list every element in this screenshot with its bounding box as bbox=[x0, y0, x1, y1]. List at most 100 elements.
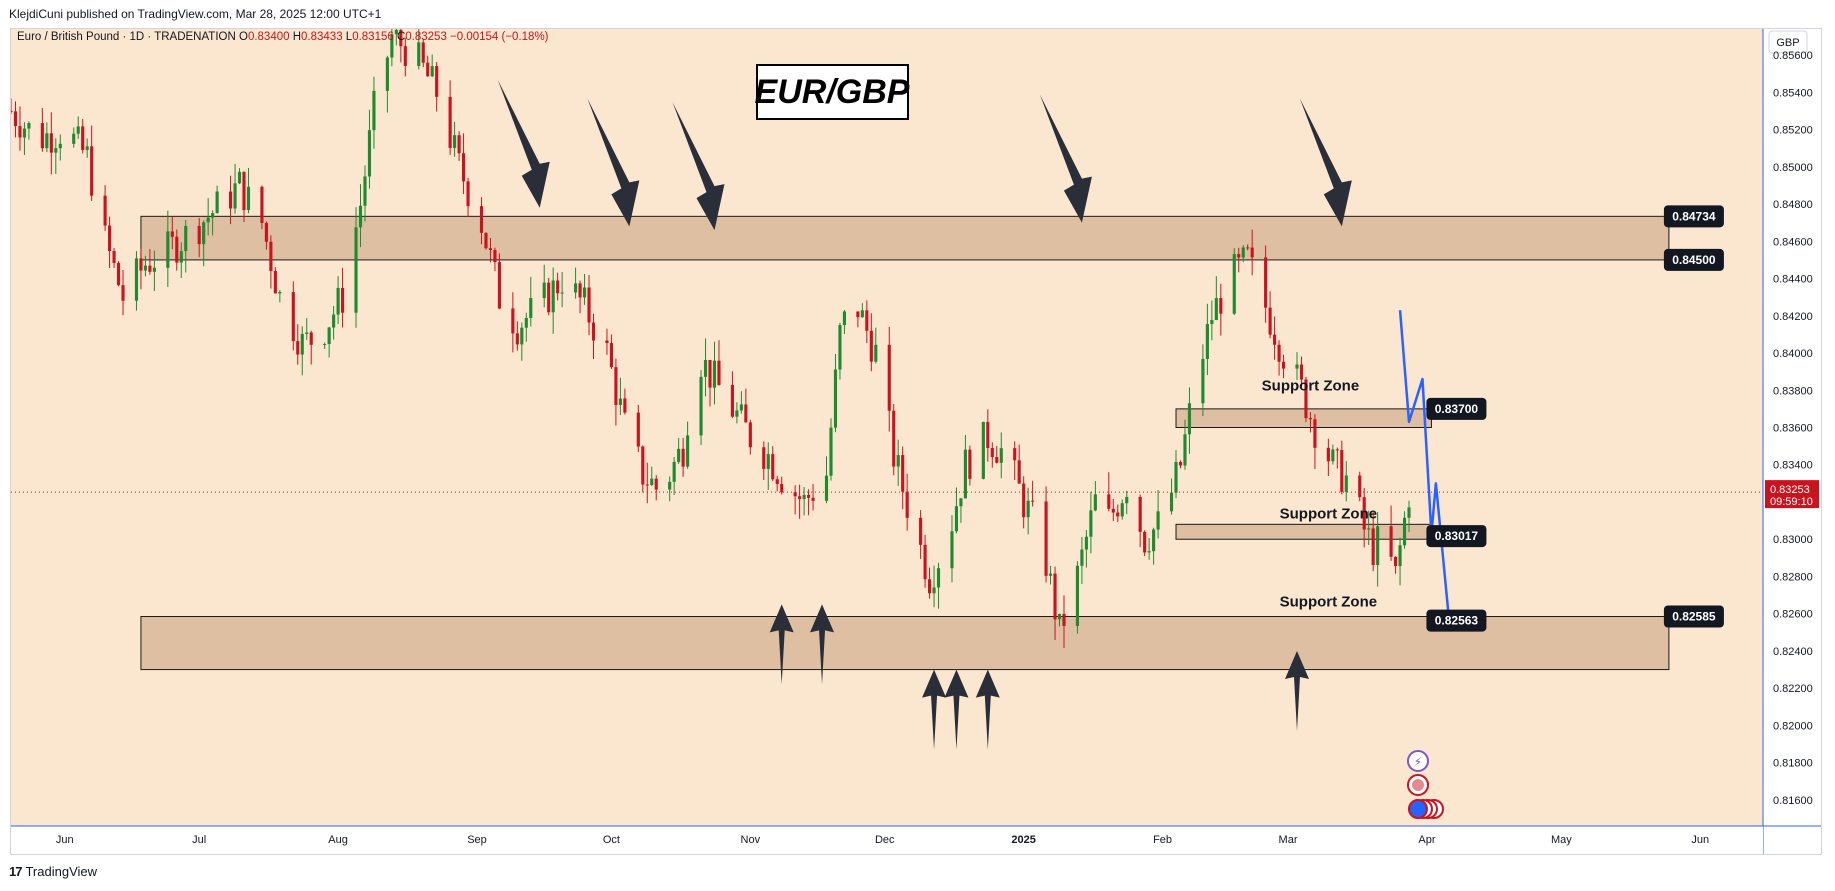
candle-body bbox=[829, 427, 833, 476]
candle-body bbox=[22, 128, 27, 138]
candle-body bbox=[484, 232, 488, 249]
price-tag-bg bbox=[1426, 397, 1487, 420]
annotation-layer: Euro / British Pound · 1D · TRADENATION … bbox=[17, 31, 1724, 632]
candle-body bbox=[856, 311, 860, 318]
candle-body bbox=[179, 251, 183, 263]
symbol-info: Euro / British Pound · 1D · TRADENATION … bbox=[17, 31, 549, 43]
candle-body bbox=[542, 282, 546, 299]
y-tick-17: 0.82200 bbox=[1773, 683, 1813, 695]
candle-body bbox=[578, 283, 582, 298]
candle-body bbox=[623, 398, 627, 413]
symbol-info-part-2: 0.83400 bbox=[248, 31, 293, 43]
candle-body bbox=[81, 126, 85, 150]
lightning-glyph: ⚡ bbox=[1414, 755, 1422, 769]
candle-body bbox=[551, 280, 555, 313]
candle-body bbox=[717, 360, 721, 386]
candle-body bbox=[152, 267, 156, 272]
candle-body bbox=[1335, 449, 1339, 451]
chart-area[interactable]: Euro / British Pound · 1D · TRADENATION … bbox=[10, 28, 1822, 855]
symbol-info-part-8: 0.83253 bbox=[405, 31, 450, 43]
candle-body bbox=[278, 292, 282, 294]
candle-body bbox=[453, 135, 457, 148]
candle-body bbox=[775, 479, 779, 484]
candle-body bbox=[1048, 573, 1053, 576]
candle-body bbox=[1138, 496, 1142, 532]
candle-body bbox=[865, 310, 869, 331]
price-tag-bg bbox=[1663, 248, 1724, 271]
y-tick-9: 0.83800 bbox=[1773, 385, 1813, 397]
candle-body bbox=[703, 359, 708, 377]
candle-body bbox=[170, 231, 174, 237]
candle-body bbox=[90, 146, 94, 196]
candle-body bbox=[981, 421, 985, 479]
down-arrow-2 bbox=[672, 102, 725, 231]
grid bbox=[11, 29, 1763, 826]
candle-body bbox=[1371, 528, 1375, 566]
x-tick-3: Sep bbox=[467, 834, 487, 846]
price-tag-1: 0.84500 bbox=[1663, 248, 1724, 271]
candle-body bbox=[1304, 379, 1308, 419]
candle-body bbox=[672, 461, 676, 482]
x-tick-9: Mar bbox=[1279, 834, 1298, 846]
candle-body bbox=[134, 258, 139, 301]
price-tag-text: 0.83017 bbox=[1435, 529, 1479, 543]
price-axis-bg bbox=[1763, 29, 1821, 854]
candle-body bbox=[461, 153, 466, 182]
candle-body bbox=[479, 206, 484, 233]
candle-body bbox=[833, 369, 838, 428]
zone-2 bbox=[1175, 408, 1432, 429]
candle-body bbox=[1331, 449, 1335, 462]
up-arrow-0 bbox=[769, 604, 794, 685]
candle-body bbox=[842, 311, 847, 326]
brand-name: TradingView bbox=[25, 864, 98, 879]
candle-body bbox=[309, 332, 313, 345]
candle-body bbox=[367, 130, 372, 177]
candle-body bbox=[892, 410, 896, 467]
candle-body bbox=[968, 449, 972, 479]
chart-title: EUR/GBP bbox=[755, 73, 910, 111]
candle-body bbox=[1367, 528, 1371, 530]
y-tick-2: 0.85200 bbox=[1773, 125, 1813, 137]
candle-body bbox=[1281, 361, 1286, 369]
candle-body bbox=[1299, 364, 1304, 380]
symbol-info-part-6: 0.83156 bbox=[352, 31, 397, 43]
candle-body bbox=[1295, 364, 1299, 369]
candle-body bbox=[1362, 497, 1366, 530]
candle-body bbox=[116, 262, 121, 286]
y-tick-0: 0.85600 bbox=[1773, 50, 1813, 62]
x-tick-12: Jun bbox=[1691, 834, 1709, 846]
price-tag-bg bbox=[1663, 205, 1724, 228]
candle-body bbox=[457, 135, 461, 154]
candle-body bbox=[202, 222, 206, 245]
candle-body bbox=[1187, 403, 1192, 435]
candle-body bbox=[354, 227, 358, 313]
candle-body bbox=[148, 265, 152, 272]
candle-body bbox=[435, 66, 439, 97]
currency-badge bbox=[1768, 30, 1808, 54]
candle-body bbox=[1308, 418, 1313, 420]
candlestick-chart[interactable]: Euro / British Pound · 1D · TRADENATION … bbox=[11, 29, 1821, 854]
price-tag-text: 0.82585 bbox=[1672, 610, 1716, 624]
y-tick-14: 0.82800 bbox=[1773, 571, 1813, 583]
price-tag-bg bbox=[1426, 525, 1487, 548]
candle-body bbox=[40, 123, 44, 149]
candle-body bbox=[403, 46, 407, 66]
candle-body bbox=[936, 568, 941, 588]
candle-body bbox=[582, 287, 587, 298]
event-icons: ⚡ bbox=[1406, 750, 1444, 819]
candle-body bbox=[874, 344, 878, 362]
x-tick-0: Jun bbox=[56, 834, 74, 846]
candle-body bbox=[1147, 551, 1151, 553]
x-tick-8: Feb bbox=[1153, 834, 1172, 846]
candle-body bbox=[529, 298, 533, 318]
candle-body bbox=[556, 280, 560, 294]
tradingview-brand[interactable]: 17 TradingView bbox=[9, 864, 97, 879]
candle-body bbox=[426, 62, 430, 77]
price-tag-bg bbox=[1663, 605, 1724, 628]
candle-body bbox=[143, 265, 147, 271]
candle-body bbox=[927, 579, 932, 594]
candle-body bbox=[269, 241, 273, 271]
candle-body bbox=[1044, 501, 1048, 576]
symbol-info-part-7: C bbox=[397, 31, 405, 43]
candle-body bbox=[524, 317, 528, 328]
